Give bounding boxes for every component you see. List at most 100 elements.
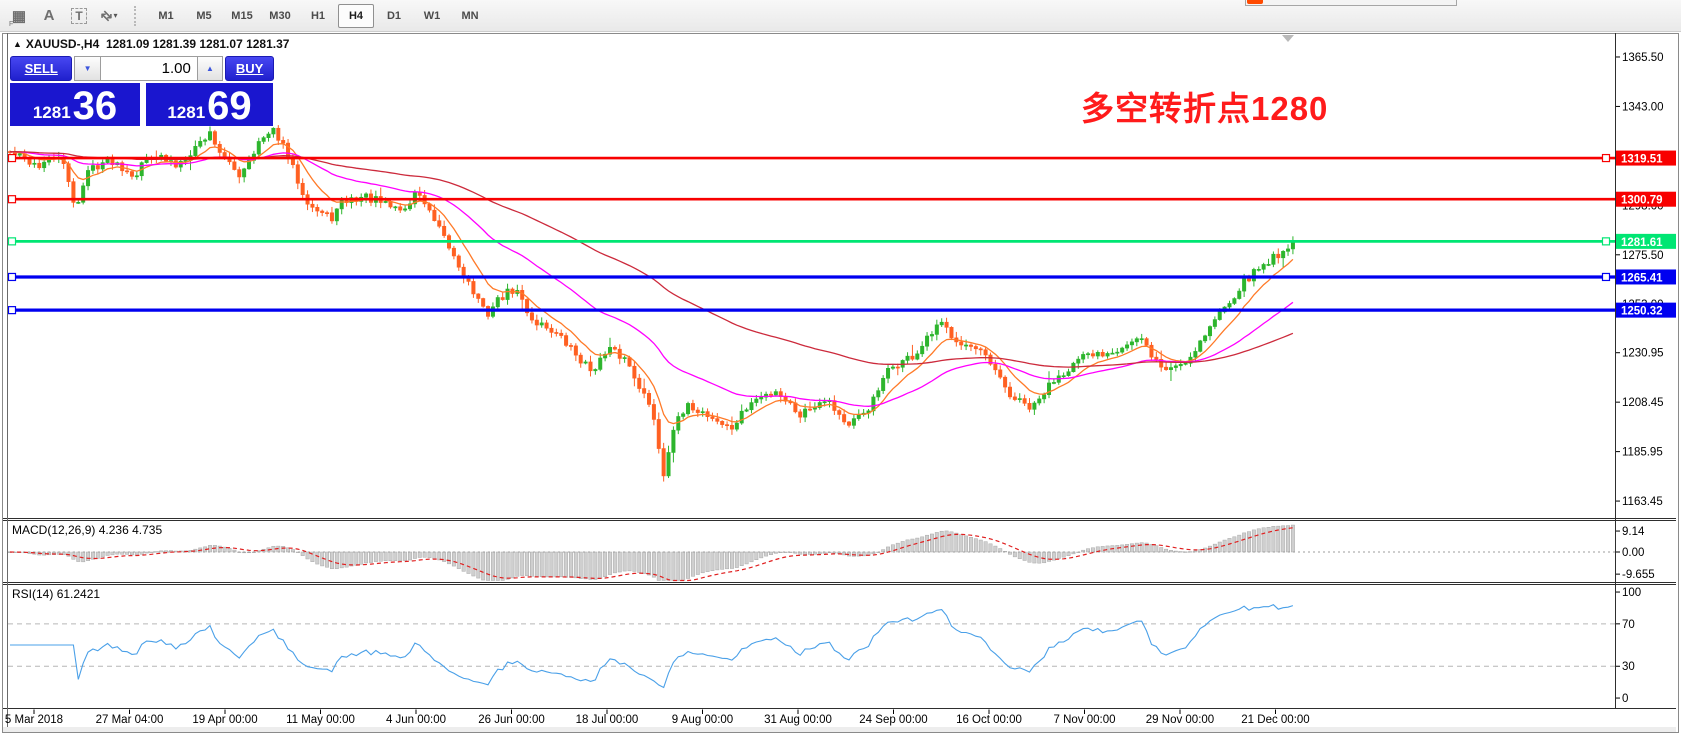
cropped-top-widget <box>1245 0 1457 6</box>
candle-body <box>1232 298 1237 304</box>
candle-body <box>998 369 1003 378</box>
collapse-arrow-icon[interactable]: ▲ <box>13 39 22 49</box>
candle-body <box>944 321 949 328</box>
candle-body <box>1017 398 1022 400</box>
macd-hist-bar <box>354 551 359 566</box>
timeframe-button-M5[interactable]: M5 <box>196 9 212 22</box>
level-marker[interactable] <box>7 237 17 246</box>
candle-body <box>1061 375 1066 378</box>
buy-price-box[interactable]: 1281 69 <box>146 83 273 126</box>
macd-hist-bar <box>432 551 437 559</box>
timeframe-button-W1[interactable]: W1 <box>423 9 441 22</box>
candle-body <box>125 170 130 173</box>
grid-period-icon[interactable]: ▦ F <box>9 7 27 28</box>
candle-body <box>749 402 754 411</box>
candle-body <box>325 212 330 215</box>
candle-body <box>134 175 139 178</box>
candle-body <box>1286 248 1291 252</box>
level-marker[interactable] <box>7 306 17 315</box>
price-tag-label: 1281.61 <box>1621 237 1663 249</box>
candle-body <box>959 341 964 346</box>
candle-body <box>920 345 925 355</box>
dropdown-caret-icon[interactable]: ▾ <box>113 11 118 20</box>
macd-hist-bar <box>705 551 710 572</box>
candle-body <box>203 139 208 142</box>
macd-hist-bar <box>710 551 715 571</box>
macd-hist-bar <box>383 551 388 562</box>
candle-body <box>803 408 808 418</box>
candle-body <box>1178 363 1183 367</box>
candle-body <box>1168 367 1173 370</box>
timeframe-button-H4[interactable]: H4 <box>338 3 374 28</box>
level-marker[interactable] <box>7 272 17 282</box>
symbol-period: XAUUSD-,H4 <box>25 37 100 51</box>
macd-hist-bar <box>1149 544 1154 553</box>
candle-body <box>890 366 895 369</box>
macd-hist-bar <box>154 551 159 553</box>
level-marker[interactable] <box>7 195 17 204</box>
candle-body <box>627 357 632 367</box>
text-tool-icon[interactable]: T <box>66 4 92 28</box>
volume-down-button[interactable]: ▼ <box>74 56 101 81</box>
candle-body <box>656 419 661 449</box>
candle-body <box>798 411 803 418</box>
timeframe-button-M15[interactable]: M15 <box>231 9 253 22</box>
macd-axis-label: -9.655 <box>1622 569 1655 581</box>
time-label: 4 Jun 00:00 <box>386 714 446 726</box>
macd-hist-bar <box>510 551 515 579</box>
candle-body <box>539 322 544 326</box>
candle-body <box>1217 311 1222 320</box>
candle-body <box>383 201 388 203</box>
macd-hist-bar <box>715 551 720 571</box>
level-marker[interactable] <box>7 153 17 163</box>
macd-hist-bar <box>393 551 398 561</box>
macd-hist-bar <box>217 545 222 553</box>
panel-separators <box>3 33 1676 727</box>
chart-shift-marker[interactable] <box>1282 35 1294 42</box>
macd-hist-bar <box>471 551 476 577</box>
macd-hist-bar <box>754 551 759 561</box>
toolbar-grip[interactable] <box>134 5 140 26</box>
macd-hist-bar <box>573 551 578 579</box>
candle-body <box>1266 264 1271 266</box>
sell-price-box[interactable]: 1281 36 <box>10 83 140 126</box>
macd-hist-bar <box>632 551 637 572</box>
level-marker[interactable] <box>1601 237 1611 246</box>
timeframe-button-MN[interactable]: MN <box>461 9 479 22</box>
candle-body <box>895 366 900 369</box>
macd-hist-bar <box>305 551 310 560</box>
level-marker[interactable] <box>1601 272 1611 282</box>
candle-body <box>1051 382 1056 384</box>
macd-hist-bar <box>627 551 632 572</box>
macd-hist-bar <box>520 551 525 576</box>
price-tag-label: 1265.41 <box>1621 272 1663 284</box>
timeframe-button-D1[interactable]: D1 <box>386 9 402 22</box>
level-marker[interactable] <box>1601 153 1611 163</box>
candle-body <box>993 363 998 371</box>
cursor-tools-icon[interactable]: ⇄ ▾ <box>97 5 118 25</box>
candle-body <box>476 293 481 299</box>
timeframe-button-M30[interactable]: M30 <box>269 9 291 22</box>
macd-hist-bar <box>364 551 369 564</box>
timeframe-button-M1[interactable]: M1 <box>158 9 174 22</box>
candle-body <box>329 212 334 222</box>
buy-button[interactable]: BUY <box>225 56 274 81</box>
candle-body <box>1081 354 1086 360</box>
label-tool-icon[interactable]: A <box>43 7 55 24</box>
candle-body <box>451 247 456 257</box>
macd-hist-bar <box>910 538 915 553</box>
sell-button[interactable]: SELL <box>10 56 73 81</box>
macd-hist-bar <box>100 551 105 558</box>
macd-hist-bar <box>612 551 617 574</box>
volume-up-button[interactable]: ▲ <box>196 56 224 81</box>
macd-hist-bar <box>993 545 998 553</box>
time-label: 26 Jun 00:00 <box>478 714 545 726</box>
macd-hist-bar <box>315 551 320 565</box>
rsi-axis-label: 30 <box>1622 661 1635 673</box>
candle-body <box>598 357 603 370</box>
volume-input[interactable] <box>100 56 197 81</box>
candle-body <box>939 321 944 326</box>
timeframe-button-H1[interactable]: H1 <box>310 9 326 22</box>
macd-hist-bar <box>271 545 276 553</box>
candle-body <box>481 298 486 307</box>
